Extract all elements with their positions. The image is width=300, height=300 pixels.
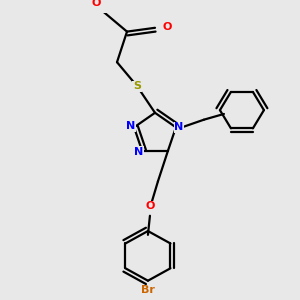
Text: N: N [174, 122, 184, 132]
Text: O: O [91, 0, 101, 8]
Text: O: O [145, 201, 154, 211]
Text: N: N [127, 122, 136, 131]
Text: O: O [162, 22, 172, 32]
Text: Br: Br [141, 285, 155, 295]
Text: S: S [133, 81, 141, 91]
Text: N: N [134, 147, 144, 157]
